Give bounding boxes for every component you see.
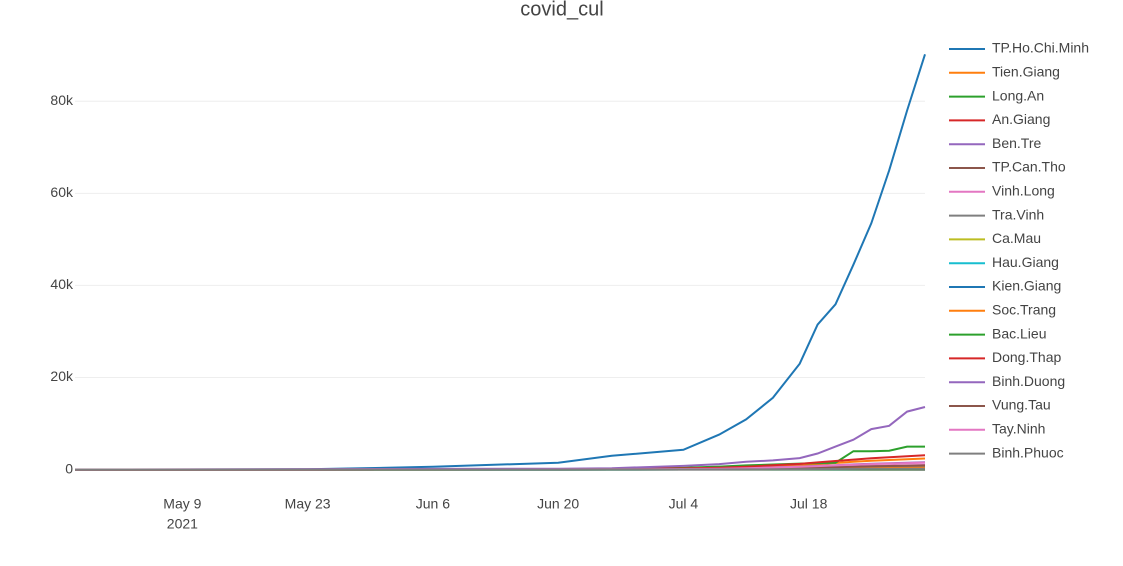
legend-label: Binh.Duong	[992, 373, 1065, 389]
legend-label: Vung.Tau	[992, 397, 1051, 413]
legend-label: Bac.Lieu	[992, 325, 1046, 341]
legend-label: Long.An	[992, 87, 1044, 103]
x-year-label: 2021	[167, 516, 198, 532]
legend-label: Soc.Trang	[992, 302, 1056, 318]
x-tick-label: May 23	[285, 496, 331, 512]
legend-label: Tien.Giang	[992, 64, 1060, 80]
legend-label: TP.Ho.Chi.Minh	[992, 40, 1089, 56]
y-tick-label: 60k	[50, 184, 74, 200]
legend-label: Vinh.Long	[992, 183, 1055, 199]
x-tick-label: Jul 18	[790, 496, 828, 512]
series-line	[74, 53, 926, 471]
legend-label: Hau.Giang	[992, 254, 1059, 270]
y-tick-label: 80k	[50, 92, 74, 108]
legend-label: An.Giang	[992, 111, 1050, 127]
legend-label: Tra.Vinh	[992, 206, 1044, 222]
x-tick-label: Jun 6	[416, 496, 450, 512]
x-tick-label: May 9	[163, 496, 201, 512]
chart-title: covid_cul	[520, 0, 603, 20]
y-tick-label: 40k	[50, 276, 74, 292]
x-tick-label: Jul 4	[669, 496, 699, 512]
x-tick-label: Jun 20	[537, 496, 579, 512]
y-tick-label: 20k	[50, 368, 74, 384]
legend-label: Tay.Ninh	[992, 421, 1045, 437]
legend-label: Ben.Tre	[992, 135, 1041, 151]
legend-label: Kien.Giang	[992, 278, 1061, 294]
legend-label: Binh.Phuoc	[992, 444, 1064, 460]
y-tick-label: 0	[65, 460, 73, 476]
legend-label: Dong.Thap	[992, 349, 1061, 365]
legend-label: Ca.Mau	[992, 230, 1041, 246]
legend-label: TP.Can.Tho	[992, 159, 1066, 175]
series-line	[75, 467, 925, 471]
series-line	[74, 406, 926, 471]
